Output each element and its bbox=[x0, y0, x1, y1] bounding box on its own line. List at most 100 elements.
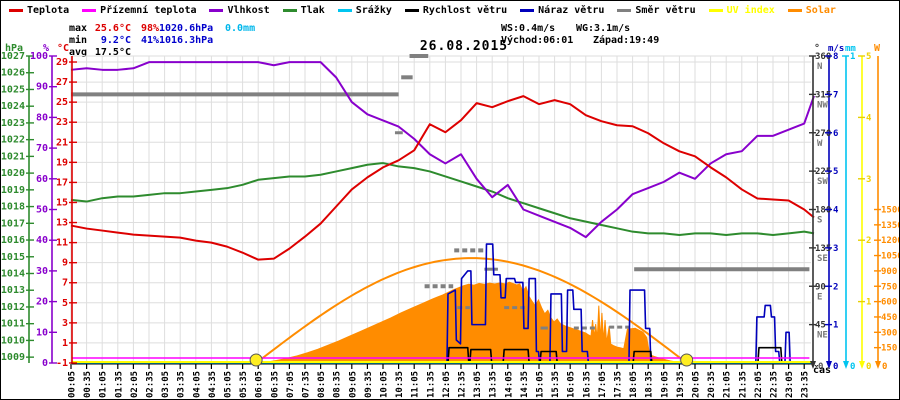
pressure-axis-unit: hPa bbox=[5, 43, 23, 54]
solar-tick-label: 450 bbox=[881, 313, 897, 323]
temperature-tick-label: 3 bbox=[62, 318, 68, 329]
temperature-tick-label: 21 bbox=[56, 137, 68, 148]
wind-direction-tick-label: 360 bbox=[815, 52, 831, 62]
stat-max-temp: 25.6°C bbox=[94, 23, 131, 34]
x-tick-label: 20:05 bbox=[692, 371, 702, 398]
series-pressure bbox=[70, 162, 815, 237]
legend-label: Srážky bbox=[355, 5, 392, 16]
wind-direction-tick-label: 270 bbox=[815, 129, 831, 139]
x-tick-label: 12:35 bbox=[458, 371, 468, 398]
humidity-tick-label: 80 bbox=[36, 112, 48, 123]
humidity-tick-label: 100 bbox=[30, 51, 48, 62]
wind-direction-compass-label: N bbox=[817, 62, 822, 72]
legend-swatch bbox=[708, 9, 723, 12]
rain-tick-label: 1 bbox=[850, 52, 855, 62]
legend-item: Solar bbox=[787, 5, 836, 16]
uv-tick-label: 2 bbox=[866, 236, 871, 246]
x-tick-label: 02:35 bbox=[146, 371, 156, 398]
x-tick-label: 06:35 bbox=[270, 371, 280, 398]
wind-speed-axis-arrow bbox=[826, 361, 832, 369]
stat-rain-total: 0.0mm bbox=[225, 23, 256, 34]
x-tick-label: 20:35 bbox=[707, 371, 717, 398]
humidity-tick-label: 40 bbox=[36, 235, 48, 246]
wind-direction-tick-label: 135 bbox=[815, 244, 831, 254]
temperature-tick-label: -1 bbox=[56, 358, 68, 369]
uv-tick-label: 1 bbox=[866, 298, 871, 308]
legend-swatch bbox=[82, 9, 97, 12]
x-tick-label: 05:35 bbox=[239, 371, 249, 398]
wind-direction-tick-label: 315 bbox=[815, 90, 831, 100]
temperature-tick-label: 11 bbox=[56, 238, 68, 249]
sunset-marker bbox=[680, 353, 694, 367]
x-tick-label: 19:05 bbox=[660, 371, 670, 398]
wind-direction-tick-label: 45 bbox=[815, 321, 826, 331]
x-tick-label: 18:05 bbox=[629, 371, 639, 398]
x-tick-label: 04:05 bbox=[192, 371, 202, 398]
x-tick-label: 17:05 bbox=[598, 371, 608, 398]
x-tick-label: 08:05 bbox=[317, 371, 327, 398]
legend-swatch bbox=[520, 9, 535, 12]
x-tick-label: 00:05 bbox=[68, 371, 78, 398]
humidity-tick-label: 30 bbox=[36, 266, 48, 277]
pressure-tick-label: 1023 bbox=[1, 118, 25, 129]
legend-swatch bbox=[282, 9, 297, 12]
legend-item: Směr větru bbox=[617, 5, 696, 16]
humidity-tick-label: 10 bbox=[36, 327, 48, 338]
temperature-tick-label: 29 bbox=[56, 57, 68, 68]
wind-direction-compass-label: SE bbox=[817, 254, 828, 264]
x-tick-label: 11:05 bbox=[411, 371, 421, 398]
stat-avg-label: avg bbox=[69, 47, 88, 58]
solar-tick-label: 1350 bbox=[881, 221, 900, 231]
humidity-tick-label: 70 bbox=[36, 143, 48, 154]
x-tick-label: 10:05 bbox=[380, 371, 390, 398]
x-tick-label: 15:05 bbox=[536, 371, 546, 398]
legend-label: Náraz větru bbox=[538, 5, 605, 16]
pressure-tick-label: 1021 bbox=[1, 151, 25, 162]
pressure-tick-label: 1015 bbox=[1, 252, 25, 263]
pressure-tick-label: 1018 bbox=[1, 202, 25, 213]
pressure-tick-label: 1020 bbox=[1, 168, 25, 179]
stat-wind-speed-avg: WS:0.4m/s bbox=[501, 23, 556, 34]
temperature-tick-label: 25 bbox=[56, 97, 68, 108]
legend-label: Vlhkost bbox=[227, 5, 270, 16]
solar-axis-unit: W bbox=[874, 43, 881, 54]
legend-item: Teplota bbox=[9, 5, 69, 16]
x-tick-label: 04:35 bbox=[208, 371, 218, 398]
x-tick-label: 19:35 bbox=[676, 371, 686, 398]
legend-swatch bbox=[404, 9, 419, 12]
x-tick-label: 12:05 bbox=[442, 371, 452, 398]
x-tick-label: 17:35 bbox=[614, 371, 624, 398]
uv-axis-arrow bbox=[859, 361, 865, 369]
x-tick-label: 11:35 bbox=[426, 371, 436, 398]
wind-direction-compass-label: W bbox=[817, 139, 823, 149]
wind-speed-tick-label: 5 bbox=[833, 167, 838, 177]
series-solar-theoretical bbox=[255, 257, 688, 364]
stat-sunrise: Východ:06:01 bbox=[501, 35, 574, 46]
x-tick-label: 01:05 bbox=[99, 371, 109, 398]
humidity-tick-label: 0 bbox=[42, 358, 48, 369]
temperature-tick-label: 15 bbox=[56, 197, 68, 208]
wind-direction-axis-zero-label: 0 bbox=[818, 362, 823, 372]
series-wind-gust bbox=[71, 243, 814, 364]
chart-title-date: 26.08.2015 bbox=[419, 39, 509, 54]
x-tick-label: 08:35 bbox=[333, 371, 343, 398]
legend-item: Srážky bbox=[337, 5, 392, 16]
temperature-tick-label: 27 bbox=[56, 77, 68, 88]
stat-wind-gust-max: WG:3.1m/s bbox=[576, 23, 631, 34]
x-tick-label: 14:35 bbox=[520, 371, 530, 398]
x-tick-label: 03:35 bbox=[177, 371, 187, 398]
stat-min-humidity: 41% bbox=[140, 35, 159, 46]
x-tick-label: 03:05 bbox=[161, 371, 171, 398]
pressure-tick-label: 1011 bbox=[1, 319, 25, 330]
pressure-tick-label: 1017 bbox=[1, 218, 25, 229]
wind-speed-axis-unit: m/s bbox=[828, 44, 844, 54]
uv-tick-label: 5 bbox=[866, 52, 871, 62]
stat-avg-temp: 17.5°C bbox=[94, 47, 131, 58]
wind-speed-axis-zero-label: 0 bbox=[833, 362, 838, 372]
humidity-tick-label: 50 bbox=[36, 205, 48, 216]
solar-tick-label: 900 bbox=[881, 267, 897, 277]
solar-axis-zero-label: 0 bbox=[882, 362, 887, 372]
humidity-tick-label: 90 bbox=[36, 82, 48, 93]
pressure-tick-label: 1026 bbox=[1, 68, 25, 79]
x-tick-label: 23:35 bbox=[801, 371, 811, 398]
